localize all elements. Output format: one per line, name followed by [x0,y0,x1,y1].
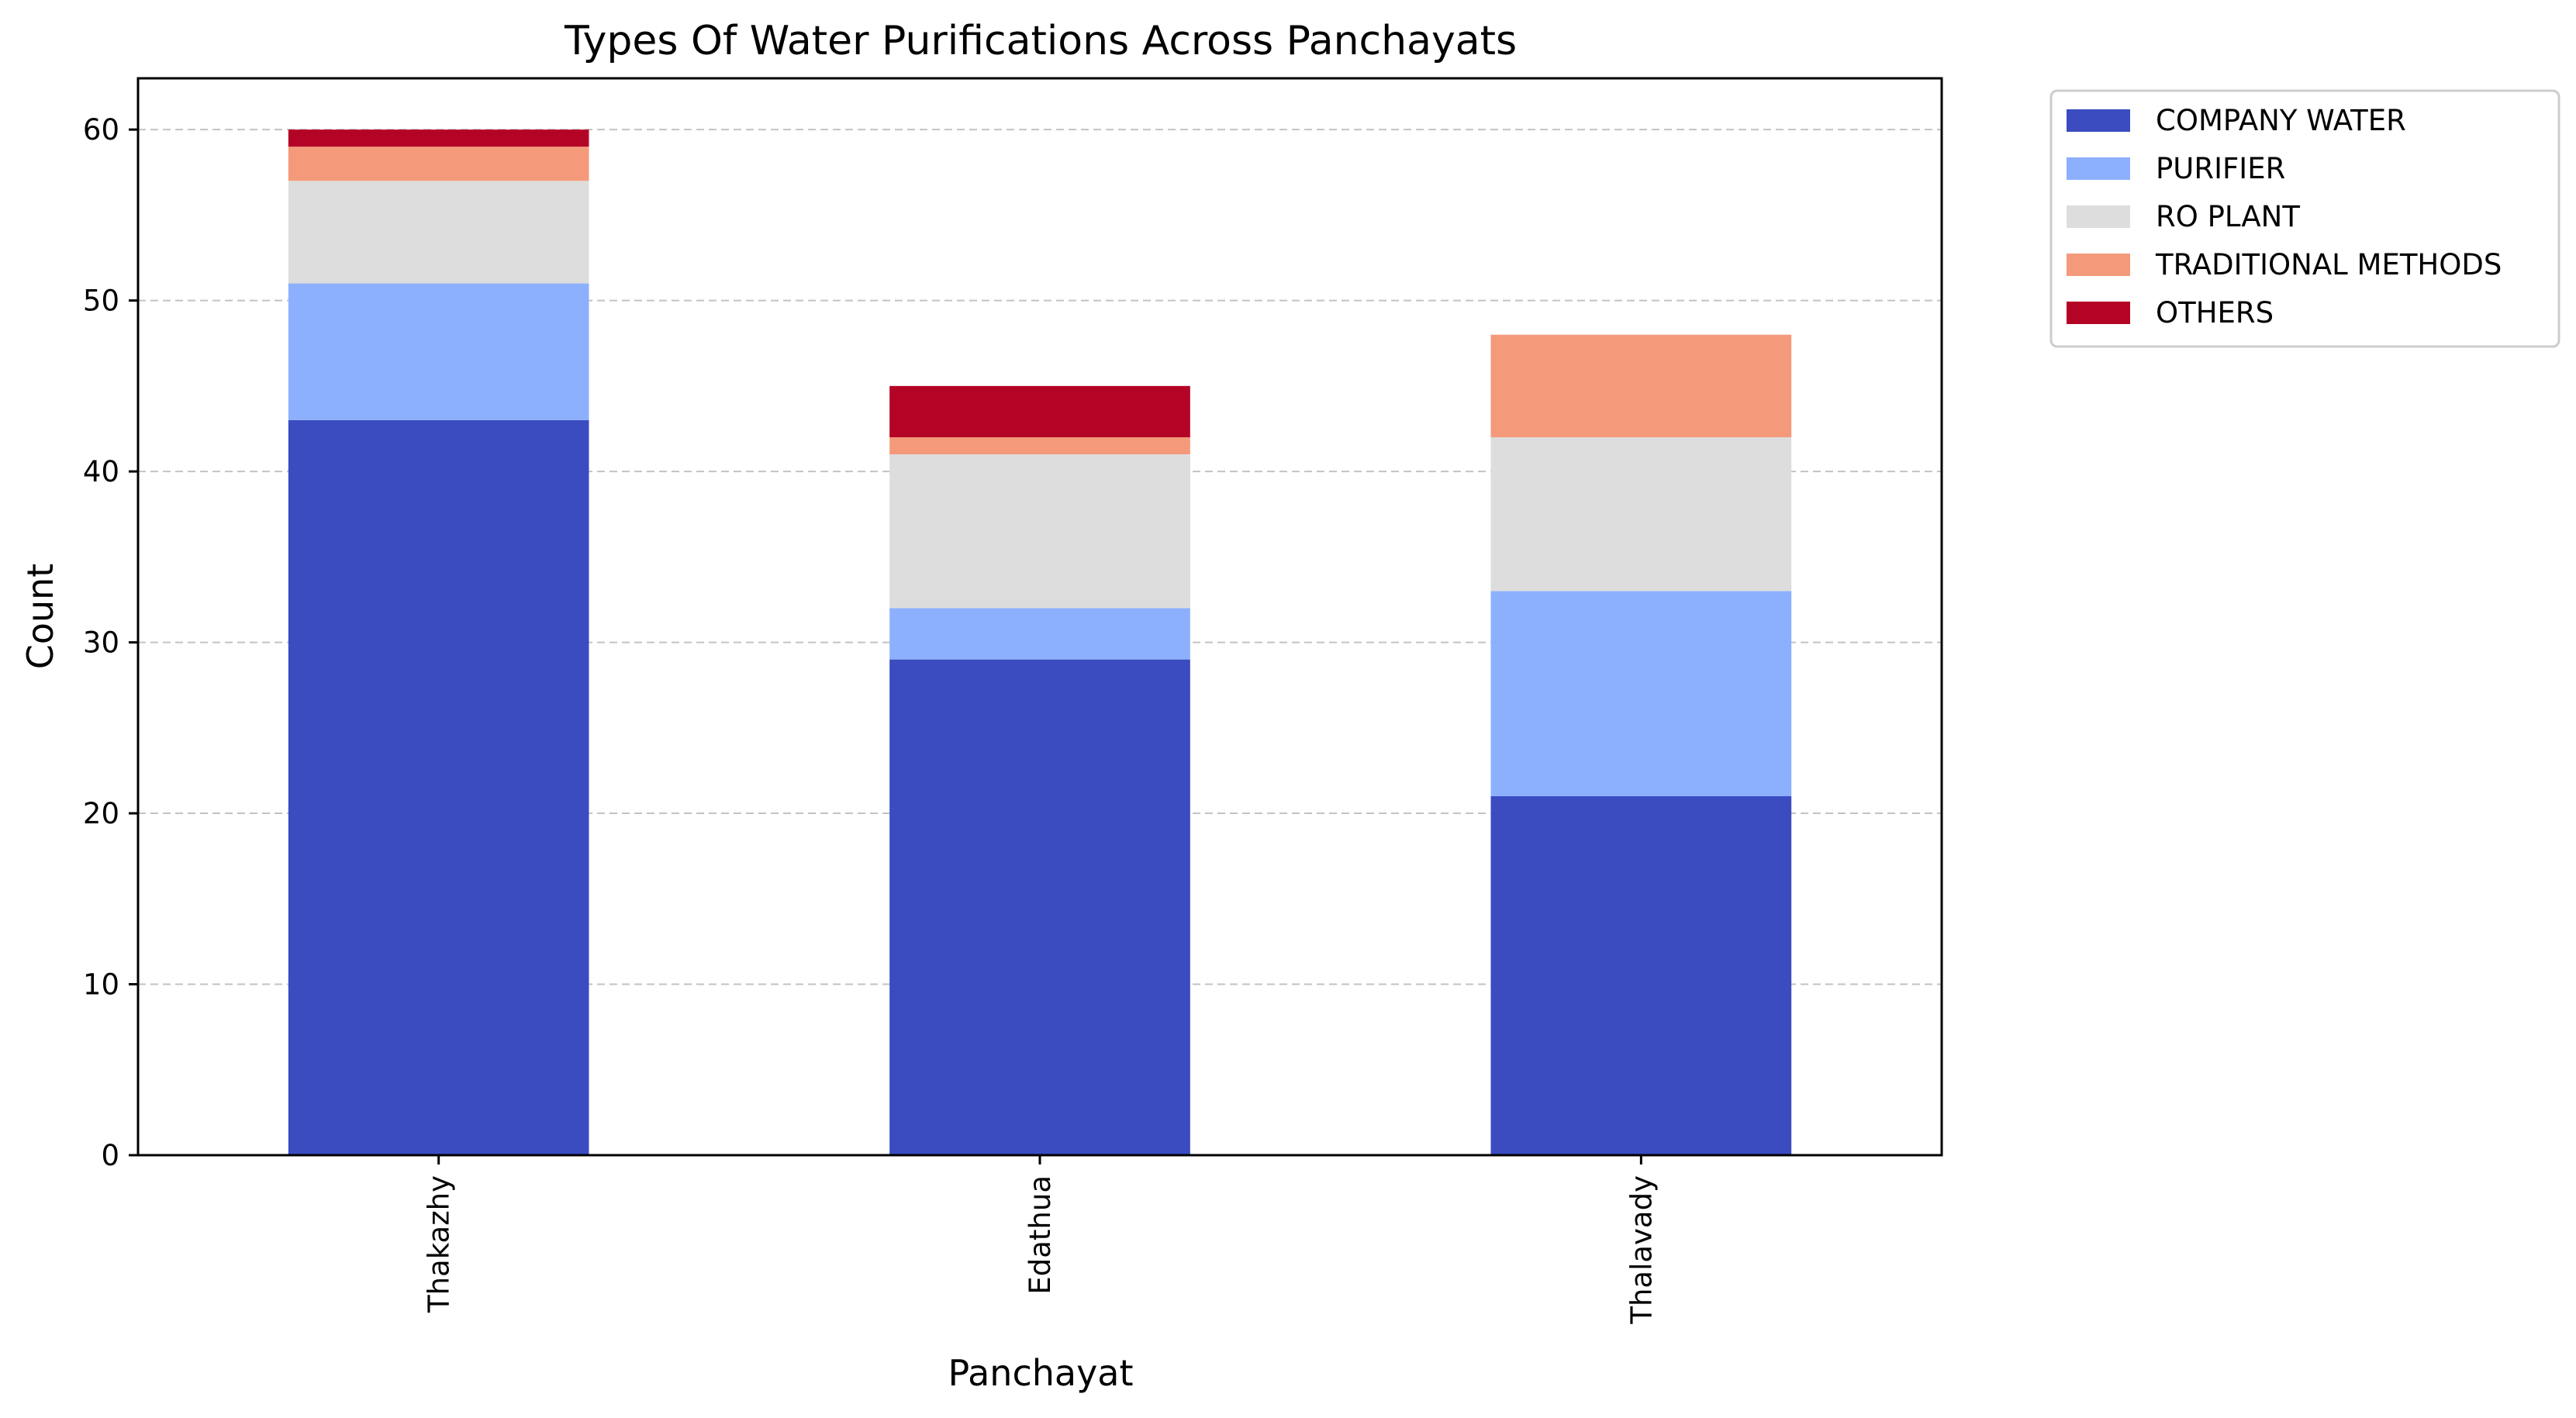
y-tick-label: 60 [83,113,119,147]
bar-segment [288,283,589,420]
legend-swatch [2067,109,2130,132]
legend-swatch [2067,157,2130,180]
bar-segment [1490,437,1792,592]
bar-segment [889,454,1190,609]
bar-segment [889,437,1190,455]
y-tick-label: 20 [83,797,119,830]
x-axis-label: Panchayat [948,1352,1133,1394]
legend-label: COMPANY WATER [2156,104,2406,137]
legend-swatch [2067,302,2130,324]
bar-segment [889,659,1190,1155]
y-tick-label: 40 [83,455,119,488]
bar-segment [288,419,589,1155]
x-tick-label: Thakazhy [423,1175,456,1313]
y-tick-label: 0 [101,1139,119,1172]
chart-title: Types Of Water Purifications Across Panc… [564,18,1517,64]
x-axis-ticks: Thakazhy Edathua Thalavady [423,1155,1658,1325]
legend-label: RO PLANT [2156,200,2300,233]
legend-label: TRADITIONAL METHODS [2155,248,2502,281]
x-tick-label: Edathua [1024,1175,1057,1295]
y-axis-ticks: 0 10 20 30 40 50 60 [83,113,138,1172]
legend-label: OTHERS [2156,296,2274,329]
legend-label: PURIFIER [2156,152,2285,185]
bar-segment [889,608,1190,660]
bar-segment [288,129,589,147]
bar-segment [889,385,1190,437]
x-tick-label: Thalavady [1625,1175,1658,1325]
legend-swatch [2067,205,2130,228]
y-tick-label: 30 [83,626,119,660]
y-axis-label: Count [19,564,61,670]
bar-segment [1490,796,1792,1155]
y-tick-label: 10 [83,968,119,1002]
legend-swatch [2067,254,2130,276]
y-tick-label: 50 [83,285,119,318]
bars [288,129,1792,1155]
bar-segment [1490,591,1792,796]
legend: COMPANY WATER PURIFIER RO PLANT TRADITIONAL… [2049,89,2560,348]
bar-segment [288,147,589,181]
bar-segment [1490,334,1792,437]
bar-segment [288,181,589,284]
legend-frame [2049,89,2560,348]
